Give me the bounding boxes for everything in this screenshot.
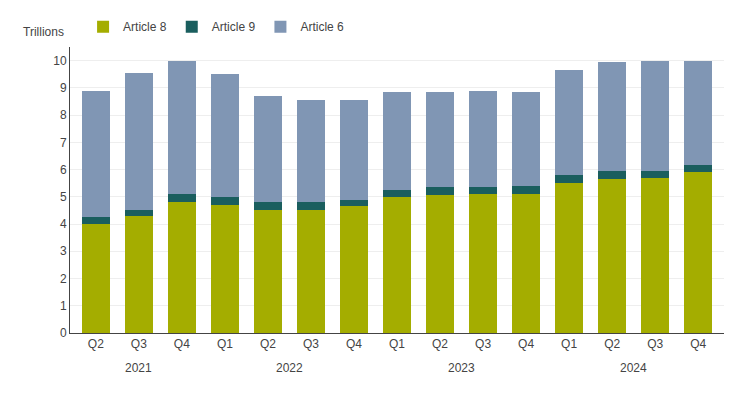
svg-text:7: 7 xyxy=(60,136,67,150)
svg-text:Q1: Q1 xyxy=(389,337,405,351)
svg-text:2: 2 xyxy=(60,272,67,286)
svg-text:Q1: Q1 xyxy=(217,337,233,351)
svg-text:Q2: Q2 xyxy=(432,337,448,351)
svg-text:Q3: Q3 xyxy=(131,337,147,351)
svg-text:9: 9 xyxy=(60,81,67,95)
svg-text:Q3: Q3 xyxy=(647,337,663,351)
svg-text:Q2: Q2 xyxy=(88,337,104,351)
svg-text:8: 8 xyxy=(60,108,67,122)
svg-text:0: 0 xyxy=(60,326,67,340)
svg-text:Q4: Q4 xyxy=(518,337,534,351)
svg-text:Q2: Q2 xyxy=(260,337,276,351)
svg-text:Q1: Q1 xyxy=(561,337,577,351)
svg-text:10: 10 xyxy=(53,54,67,68)
svg-text:2021: 2021 xyxy=(125,361,152,375)
svg-text:1: 1 xyxy=(60,299,67,313)
svg-text:Article 9: Article 9 xyxy=(212,20,256,34)
svg-text:Q4: Q4 xyxy=(346,337,362,351)
svg-text:3: 3 xyxy=(60,244,67,258)
svg-text:Q3: Q3 xyxy=(475,337,491,351)
svg-text:Q4: Q4 xyxy=(174,337,190,351)
svg-text:5: 5 xyxy=(60,190,67,204)
svg-text:Q3: Q3 xyxy=(303,337,319,351)
svg-text:Article 6: Article 6 xyxy=(300,20,344,34)
svg-text:2024: 2024 xyxy=(620,361,647,375)
svg-text:4: 4 xyxy=(60,217,67,231)
svg-text:Q2: Q2 xyxy=(604,337,620,351)
svg-text:6: 6 xyxy=(60,163,67,177)
svg-text:Article 8: Article 8 xyxy=(123,20,167,34)
svg-text:Trillions: Trillions xyxy=(23,25,64,39)
svg-text:Q4: Q4 xyxy=(690,337,706,351)
svg-text:2022: 2022 xyxy=(276,361,303,375)
svg-text:2023: 2023 xyxy=(448,361,475,375)
